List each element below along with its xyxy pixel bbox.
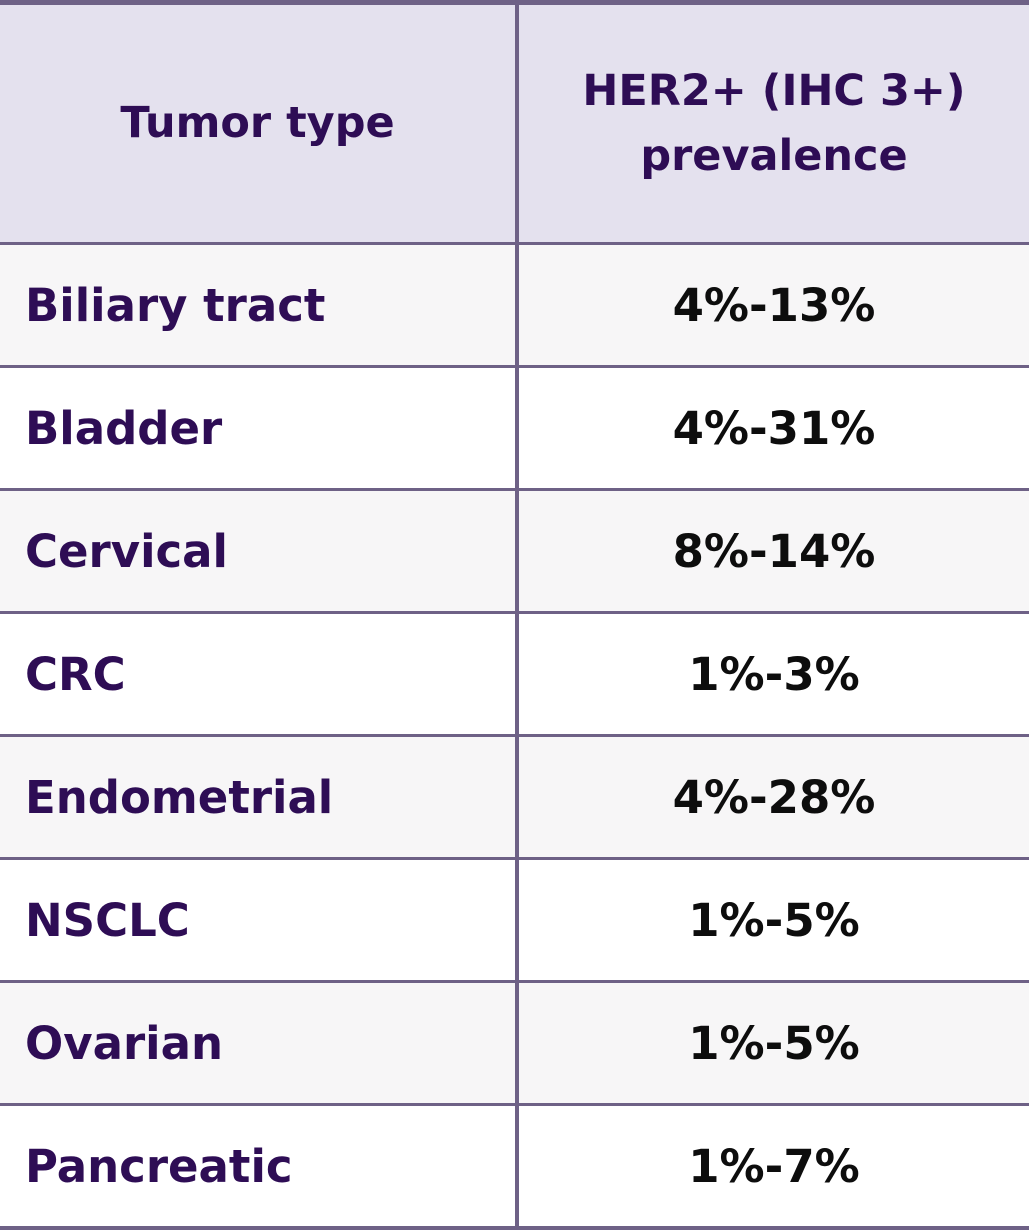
prevalence-column-title-line1: HER2+ (IHC 3+) <box>582 66 966 116</box>
tumor-type-label: NSCLC <box>25 893 190 947</box>
tumor-type-cell: Ovarian <box>0 983 515 1103</box>
prevalence-value: 1%-5% <box>688 893 860 947</box>
tumor-type-cell: Biliary tract <box>0 245 515 365</box>
table-row: Ovarian 1%-5% <box>0 980 1029 1103</box>
prevalence-cell: 8%-14% <box>515 491 1029 611</box>
tumor-type-label: Bladder <box>25 401 223 455</box>
table-row: CRC 1%-3% <box>0 611 1029 734</box>
prevalence-cell: 4%-13% <box>515 245 1029 365</box>
tumor-type-column-title: Tumor type <box>120 98 395 149</box>
tumor-type-label: Pancreatic <box>25 1139 293 1193</box>
prevalence-value: 4%-13% <box>672 278 876 332</box>
table-row: NSCLC 1%-5% <box>0 857 1029 980</box>
prevalence-value: 1%-3% <box>688 647 860 701</box>
tumor-type-cell: CRC <box>0 614 515 734</box>
tumor-type-label: Cervical <box>25 524 228 578</box>
prevalence-column-title-line2: prevalence <box>640 130 908 181</box>
prevalence-cell: 1%-3% <box>515 614 1029 734</box>
prevalence-value: 8%-14% <box>672 524 876 578</box>
tumor-type-cell: Pancreatic <box>0 1106 515 1226</box>
header-cell-tumor-type: Tumor type <box>0 5 515 242</box>
prevalence-cell: 1%-5% <box>515 983 1029 1103</box>
table-row: Cervical 8%-14% <box>0 488 1029 611</box>
tumor-type-cell: Endometrial <box>0 737 515 857</box>
tumor-type-cell: NSCLC <box>0 860 515 980</box>
table-row: Bladder 4%-31% <box>0 365 1029 488</box>
prevalence-value: 4%-31% <box>672 401 876 455</box>
tumor-type-label: CRC <box>25 647 126 701</box>
header-cell-prevalence: HER2+ (IHC 3+) prevalence <box>515 5 1029 242</box>
prevalence-value: 1%-7% <box>688 1139 860 1193</box>
tumor-type-label: Endometrial <box>25 770 334 824</box>
tumor-type-cell: Cervical <box>0 491 515 611</box>
prevalence-value: 4%-28% <box>672 770 876 824</box>
tumor-type-label: Ovarian <box>25 1016 223 1070</box>
tumor-type-cell: Bladder <box>0 368 515 488</box>
prevalence-cell: 1%-5% <box>515 860 1029 980</box>
prevalence-cell: 4%-28% <box>515 737 1029 857</box>
tumor-type-label: Biliary tract <box>25 278 326 332</box>
table-row: Pancreatic 1%-7% <box>0 1103 1029 1226</box>
prevalence-cell: 1%-7% <box>515 1106 1029 1226</box>
table-row: Biliary tract 4%-13% <box>0 242 1029 365</box>
prevalence-value: 1%-5% <box>688 1016 860 1070</box>
prevalence-cell: 4%-31% <box>515 368 1029 488</box>
table-row: Endometrial 4%-28% <box>0 734 1029 857</box>
table-header-row: Tumor type HER2+ (IHC 3+) prevalence <box>0 5 1029 242</box>
